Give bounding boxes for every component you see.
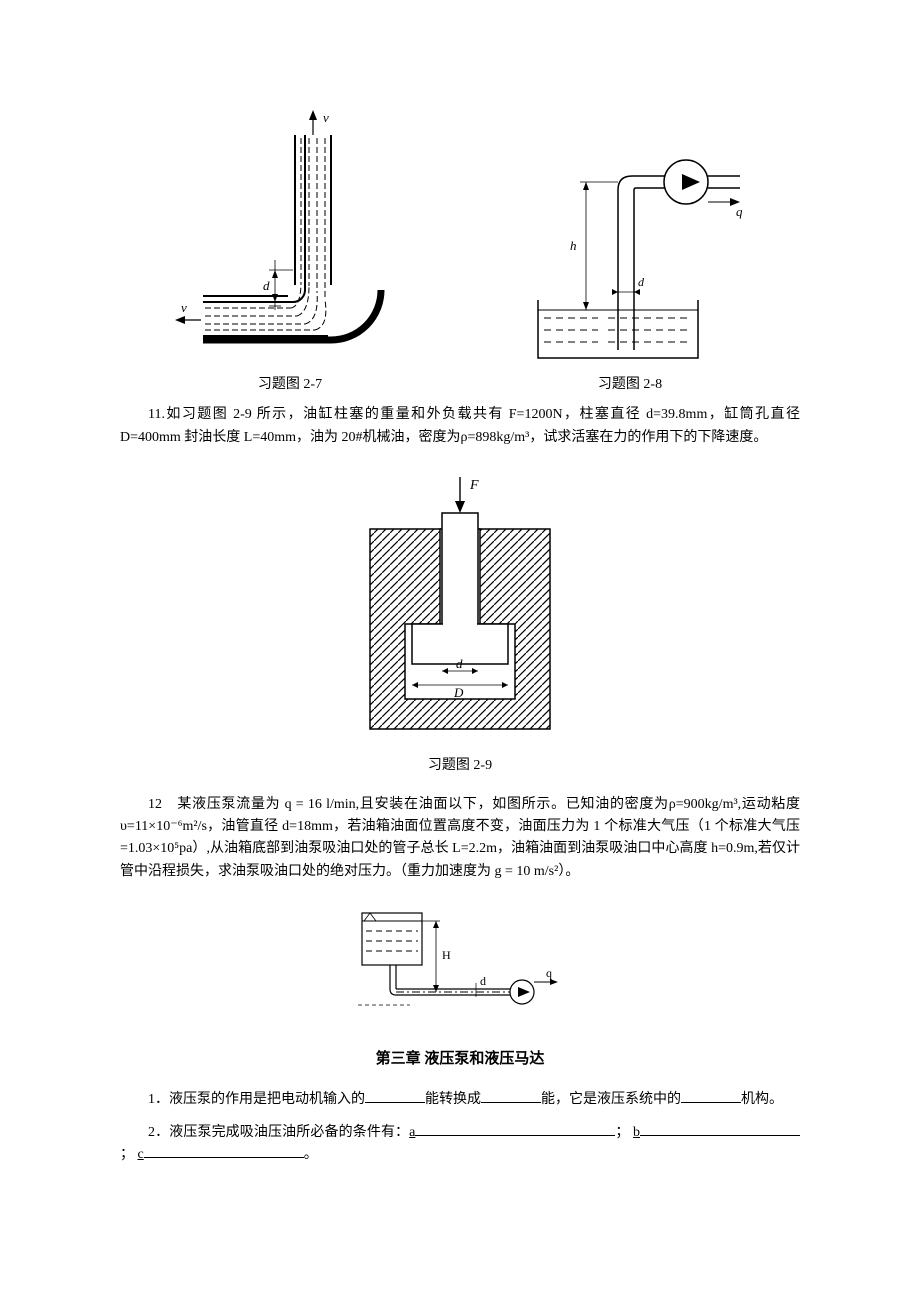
caption-2-8: 习题图 2-8: [598, 374, 662, 396]
fig28-h: h: [570, 238, 577, 253]
fig28-q: q: [736, 204, 743, 219]
ch3-q2-semi2: ；: [120, 1147, 134, 1162]
caption-row-27-28: 习题图 2-7 习题图 2-8: [120, 374, 800, 396]
fig29-d: d: [456, 656, 463, 671]
fig27-v-left: v: [181, 300, 187, 315]
ch3-q1-mid1: 能转换成: [425, 1092, 481, 1107]
ch3-q2-semi1: ；: [615, 1125, 629, 1140]
ch3-q1-mid2: 能，它是液压系统中的: [541, 1092, 681, 1107]
question-12-text: 12 某液压泵流量为 q = 16 l/min,且安装在油面以下，如图所示。已知…: [120, 794, 800, 884]
caption-2-7: 习题图 2-7: [258, 374, 322, 396]
ch3-q1: 1．液压泵的作用是把电动机输入的 能转换成 能，它是液压系统中的 机构。: [120, 1089, 800, 1111]
ch3-q1-prefix: 1．液压泵的作用是把电动机输入的: [148, 1092, 365, 1107]
fig12-d: d: [480, 974, 486, 988]
ch3-q2-period: 。: [304, 1147, 318, 1162]
ch3-q2-blank-a: [415, 1122, 615, 1136]
figure-q12: q H d: [120, 897, 800, 1017]
fig12-H: H: [442, 948, 451, 962]
ch3-q2-prefix: 2．液压泵完成吸油压油所必备的条件有：: [148, 1125, 409, 1140]
fig29-D: D: [453, 685, 464, 700]
ch3-q2-b: b: [633, 1125, 640, 1140]
fig27-d: d: [263, 278, 270, 293]
chapter3-title: 第三章 液压泵和液压马达: [120, 1047, 800, 1071]
ch3-q1-blank1: [365, 1089, 425, 1103]
figure-2-7: v v: [173, 110, 403, 370]
question-11-text: 11.如习题图 2-9 所示，油缸柱塞的重量和外负载共有 F=1200N，柱塞直…: [120, 404, 800, 449]
ch3-q2-blank-b: [640, 1122, 800, 1136]
fig27-svg: v v: [173, 110, 403, 370]
fig12-q: q: [546, 966, 552, 980]
fig28-svg: q h d: [508, 140, 748, 370]
caption-2-9: 习题图 2-9: [120, 755, 800, 777]
ch3-q1-blank3: [681, 1089, 741, 1103]
figure-row-27-28: v v: [120, 110, 800, 370]
figure-2-9: F d D: [120, 469, 800, 749]
ch3-q2: 2．液压泵完成吸油压油所必备的条件有：a； b； c。: [120, 1122, 800, 1167]
fig29-svg: F d D: [350, 469, 570, 749]
ch3-q1-suffix: 机构。: [741, 1092, 783, 1107]
ch3-q1-blank2: [481, 1089, 541, 1103]
fig12-svg: q H d: [350, 897, 570, 1017]
fig29-F: F: [469, 478, 479, 493]
fig27-v-top: v: [323, 110, 329, 125]
figure-2-8: q h d: [508, 140, 748, 370]
ch3-q2-blank-c: [144, 1144, 304, 1158]
fig28-d: d: [638, 275, 645, 289]
